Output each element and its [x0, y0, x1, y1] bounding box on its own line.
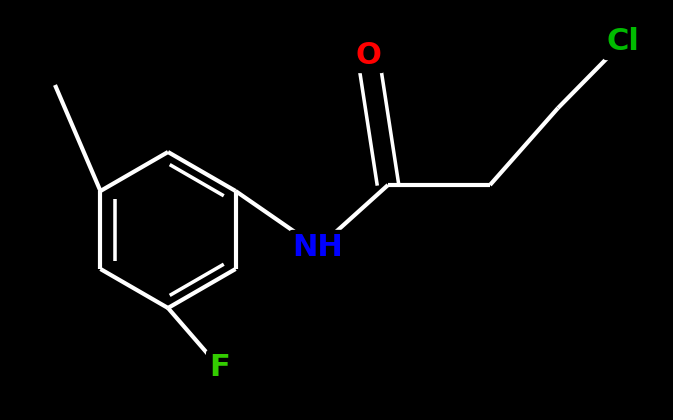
Text: O: O: [355, 40, 381, 69]
Text: F: F: [209, 354, 230, 383]
Text: NH: NH: [293, 234, 343, 262]
Text: Cl: Cl: [606, 27, 639, 57]
